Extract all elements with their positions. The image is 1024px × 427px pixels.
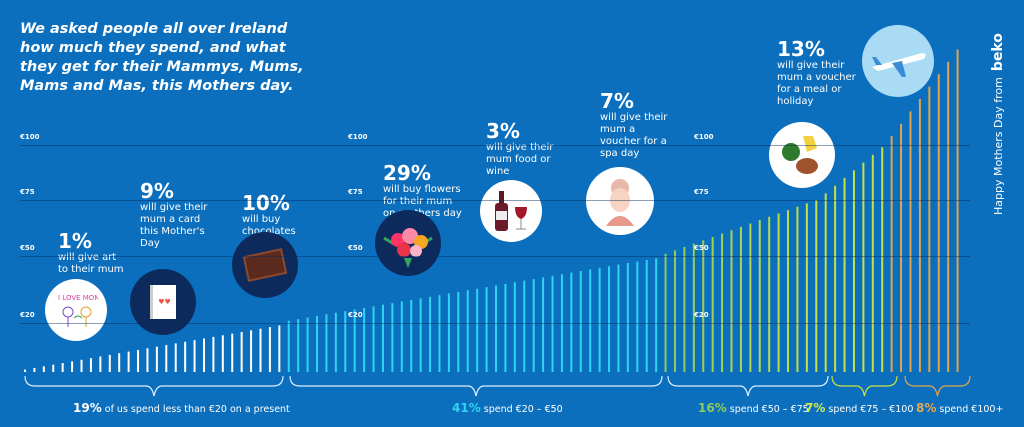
y-tick-label: €50: [20, 244, 35, 252]
y-tick-label: €75: [694, 188, 709, 196]
annotation-spa: 7% will give their mum a voucher for a sp…: [600, 90, 670, 160]
group-brace: [289, 375, 663, 397]
annotation-text: will give art to their mum: [58, 252, 124, 275]
gridline: [20, 323, 970, 324]
annotation-pct: 7%: [600, 89, 634, 113]
group-pct: 41%: [452, 401, 481, 415]
group-label: 19% of us spend less than €20 on a prese…: [73, 401, 290, 415]
group-label: 8% spend €100+: [916, 401, 1003, 415]
group-pct: 19%: [73, 401, 102, 415]
chocolate-box-icon: [232, 232, 298, 298]
y-tick-label: €100: [20, 133, 40, 141]
group-text: spend €50 – €75: [726, 404, 809, 415]
annotation-card: 9% will give their mum a card this Mother…: [140, 180, 210, 250]
annotation-voucher: 13% will give their mum a voucher for a m…: [777, 38, 857, 108]
group-text: spend €100+: [936, 404, 1004, 415]
child-drawing-icon: I LOVE MOM: [45, 279, 107, 341]
card-icon: ♥♥: [130, 269, 196, 335]
y-tick-label: €100: [694, 133, 714, 141]
annotation-text: will buy chocolates: [242, 214, 296, 237]
beko-logo: beko: [990, 33, 1006, 72]
group-brace: [667, 375, 829, 397]
group-text: spend €75 – €100: [825, 404, 914, 415]
annotation-text: will give their mum a voucher for a meal…: [777, 60, 856, 107]
annotation-pct: 1%: [58, 229, 92, 253]
group-pct: 8%: [916, 401, 937, 415]
annotation-pct: 13%: [777, 37, 825, 61]
gridline: [20, 256, 970, 257]
headline: We asked people all over Ireland how muc…: [20, 21, 304, 94]
group-label: 16% spend €50 – €75: [698, 401, 809, 415]
annotation-chocolates: 10%will buy chocolates: [242, 192, 312, 238]
y-tick-label: €100: [348, 133, 368, 141]
group-pct: 7%: [805, 401, 826, 415]
annotation-pct: 29%: [383, 161, 431, 185]
y-tick-label: €75: [348, 188, 363, 196]
y-tick-label: €75: [20, 188, 35, 196]
annotation-text: will give their mum food or wine: [486, 142, 554, 177]
annotation-pct: 10%: [242, 191, 290, 215]
spa-icon: [586, 167, 654, 235]
tagline-text: Happy Mothers Day from: [992, 77, 1005, 215]
group-brace: [24, 375, 284, 397]
y-tick-label: €20: [20, 311, 35, 319]
annotation-wine: 3% will give their mum food or wine: [486, 120, 556, 178]
y-tick-label: €50: [694, 244, 709, 252]
group-text: spend €20 – €50: [480, 404, 563, 415]
flowers-icon: [375, 210, 441, 276]
group-label: 41% spend €20 – €50: [452, 401, 563, 415]
group-brace: [831, 375, 898, 397]
wine-icon: [480, 180, 542, 242]
annotation-pct: 9%: [140, 179, 174, 203]
group-pct: 16%: [698, 401, 727, 415]
annotation-art: 1% will give art to their mum: [58, 230, 128, 276]
annotation-pct: 3%: [486, 119, 520, 143]
annotation-text: will give their mum a card this Mother's…: [140, 202, 208, 249]
y-tick-label: €20: [694, 311, 709, 319]
meal-icon: [769, 122, 835, 188]
brand-tagline: Happy Mothers Day from beko: [990, 15, 1006, 215]
group-text: of us spend less than €20 on a present: [101, 404, 290, 415]
y-tick-label: €50: [348, 244, 363, 252]
plane-icon: [862, 25, 934, 97]
gridline: [20, 145, 970, 146]
y-tick-label: €20: [348, 311, 363, 319]
group-label: 7% spend €75 – €100: [805, 401, 913, 415]
svg-text:I LOVE MOM: I LOVE MOM: [58, 294, 98, 302]
gridline: [20, 200, 970, 201]
annotation-text: will give their mum a voucher for a spa …: [600, 112, 668, 159]
group-brace: [904, 375, 971, 397]
